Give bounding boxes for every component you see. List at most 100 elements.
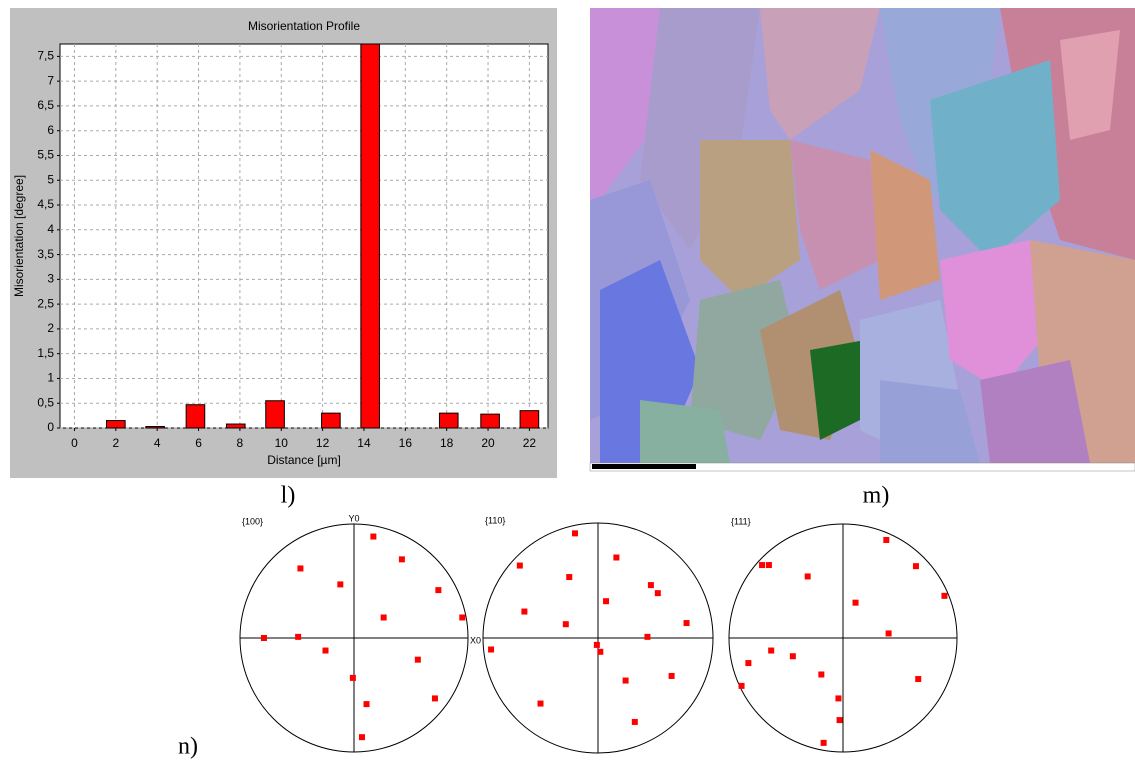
pole-point [593, 641, 600, 648]
pole-point [738, 682, 745, 689]
pole-point [597, 648, 604, 655]
bar [106, 420, 126, 429]
pole-point [912, 563, 919, 570]
bar [519, 410, 540, 429]
y-tick-label: 2,5 [37, 296, 54, 310]
x-tick-label: 20 [481, 436, 495, 450]
pole-point [759, 562, 766, 569]
y-tick-label: 1,5 [37, 346, 54, 360]
y-tick-label: 6,5 [37, 98, 54, 112]
y-tick-label: 5 [47, 172, 54, 186]
plot-area [59, 43, 549, 429]
pole-point [349, 674, 356, 681]
pole-point [260, 635, 267, 641]
pole-point [836, 717, 843, 724]
y-tick-label: 4 [47, 222, 54, 236]
pole-point [295, 633, 302, 640]
chart-title: Misorientation Profile [248, 19, 360, 33]
x-tick-label: 22 [523, 436, 537, 450]
y-tick-label: 1 [47, 371, 54, 385]
pole-point [915, 676, 922, 683]
pole-point [521, 608, 528, 615]
x-tick-label: 18 [440, 436, 454, 450]
pole-point [488, 646, 495, 653]
x-axis-label: X0 [470, 635, 481, 645]
pole-point [363, 701, 370, 708]
pole-point [370, 533, 377, 540]
y-axis-label: Y0 [348, 513, 359, 523]
pole-point [297, 565, 304, 572]
pole-point [562, 621, 569, 628]
pole-point [572, 530, 578, 537]
y-tick-label: 2 [47, 321, 54, 335]
ebsd-map [589, 8, 1135, 472]
y-tick-label: 5,5 [37, 148, 54, 162]
pole-point [835, 695, 842, 702]
pole-point [852, 599, 859, 606]
bar [438, 412, 459, 429]
x-tick-label: 2 [112, 436, 119, 450]
x-tick-label: 12 [316, 436, 330, 450]
bar [225, 423, 246, 429]
pole-figure-title: {110} [485, 515, 505, 525]
y-tick-label: 3 [47, 272, 54, 286]
bar [185, 404, 206, 429]
pole-figure-frames [239, 522, 958, 754]
pole-point [668, 672, 675, 679]
x-tick-label: 0 [71, 436, 78, 450]
x-tick-label: 10 [275, 436, 289, 450]
pole-point [941, 592, 948, 599]
x-tick-label: 6 [195, 436, 202, 450]
pole-point [398, 556, 405, 563]
pole-point [745, 660, 752, 667]
pole-point [820, 739, 827, 746]
bar [145, 426, 165, 429]
pole-point [804, 573, 811, 580]
pole-point [818, 671, 825, 678]
x-tick-label: 14 [357, 436, 371, 450]
panel-label: n) [178, 734, 198, 760]
y-tick-label: 7,5 [37, 49, 54, 63]
bar [321, 412, 341, 429]
pole-point [647, 582, 654, 589]
bar [360, 43, 380, 429]
pole-point [654, 590, 661, 597]
bar [265, 400, 285, 429]
pole-point [414, 656, 421, 663]
panel-label: m) [863, 483, 890, 509]
pole-point [435, 587, 442, 594]
y-tick-label: 0,5 [37, 395, 54, 409]
y-tick-label: 0 [47, 420, 54, 434]
bar [480, 413, 500, 429]
pole-point [644, 633, 651, 640]
x-tick-label: 8 [237, 436, 244, 450]
pole-point [603, 598, 610, 605]
pole-point [380, 614, 387, 621]
x-axis-label: Distance [µm] [267, 453, 341, 467]
pole-point [789, 653, 796, 660]
pole-point [883, 536, 890, 543]
pole-point [622, 677, 629, 684]
pole-point [768, 647, 775, 654]
y-tick-label: 6 [47, 123, 54, 137]
panel-label: l) [281, 483, 296, 509]
pole-point [613, 554, 620, 561]
y-axis-label: Misorientation [degree] [12, 175, 26, 297]
pole-figure-title: {100} [242, 516, 263, 526]
pole-point [516, 562, 523, 569]
pole-point [885, 630, 892, 637]
pole-point [631, 718, 638, 725]
x-tick-label: 16 [399, 436, 413, 450]
pole-point [358, 734, 365, 741]
pole-point [765, 562, 772, 569]
y-tick-label: 3,5 [37, 247, 54, 261]
pole-point [431, 695, 438, 702]
pole-figure-title: {111} [731, 516, 751, 526]
pole-point [566, 574, 573, 581]
pole-point [337, 581, 344, 588]
pole-point [459, 614, 466, 621]
pole-point [683, 620, 690, 627]
pole-point [322, 647, 329, 654]
x-tick-label: 4 [154, 436, 161, 450]
